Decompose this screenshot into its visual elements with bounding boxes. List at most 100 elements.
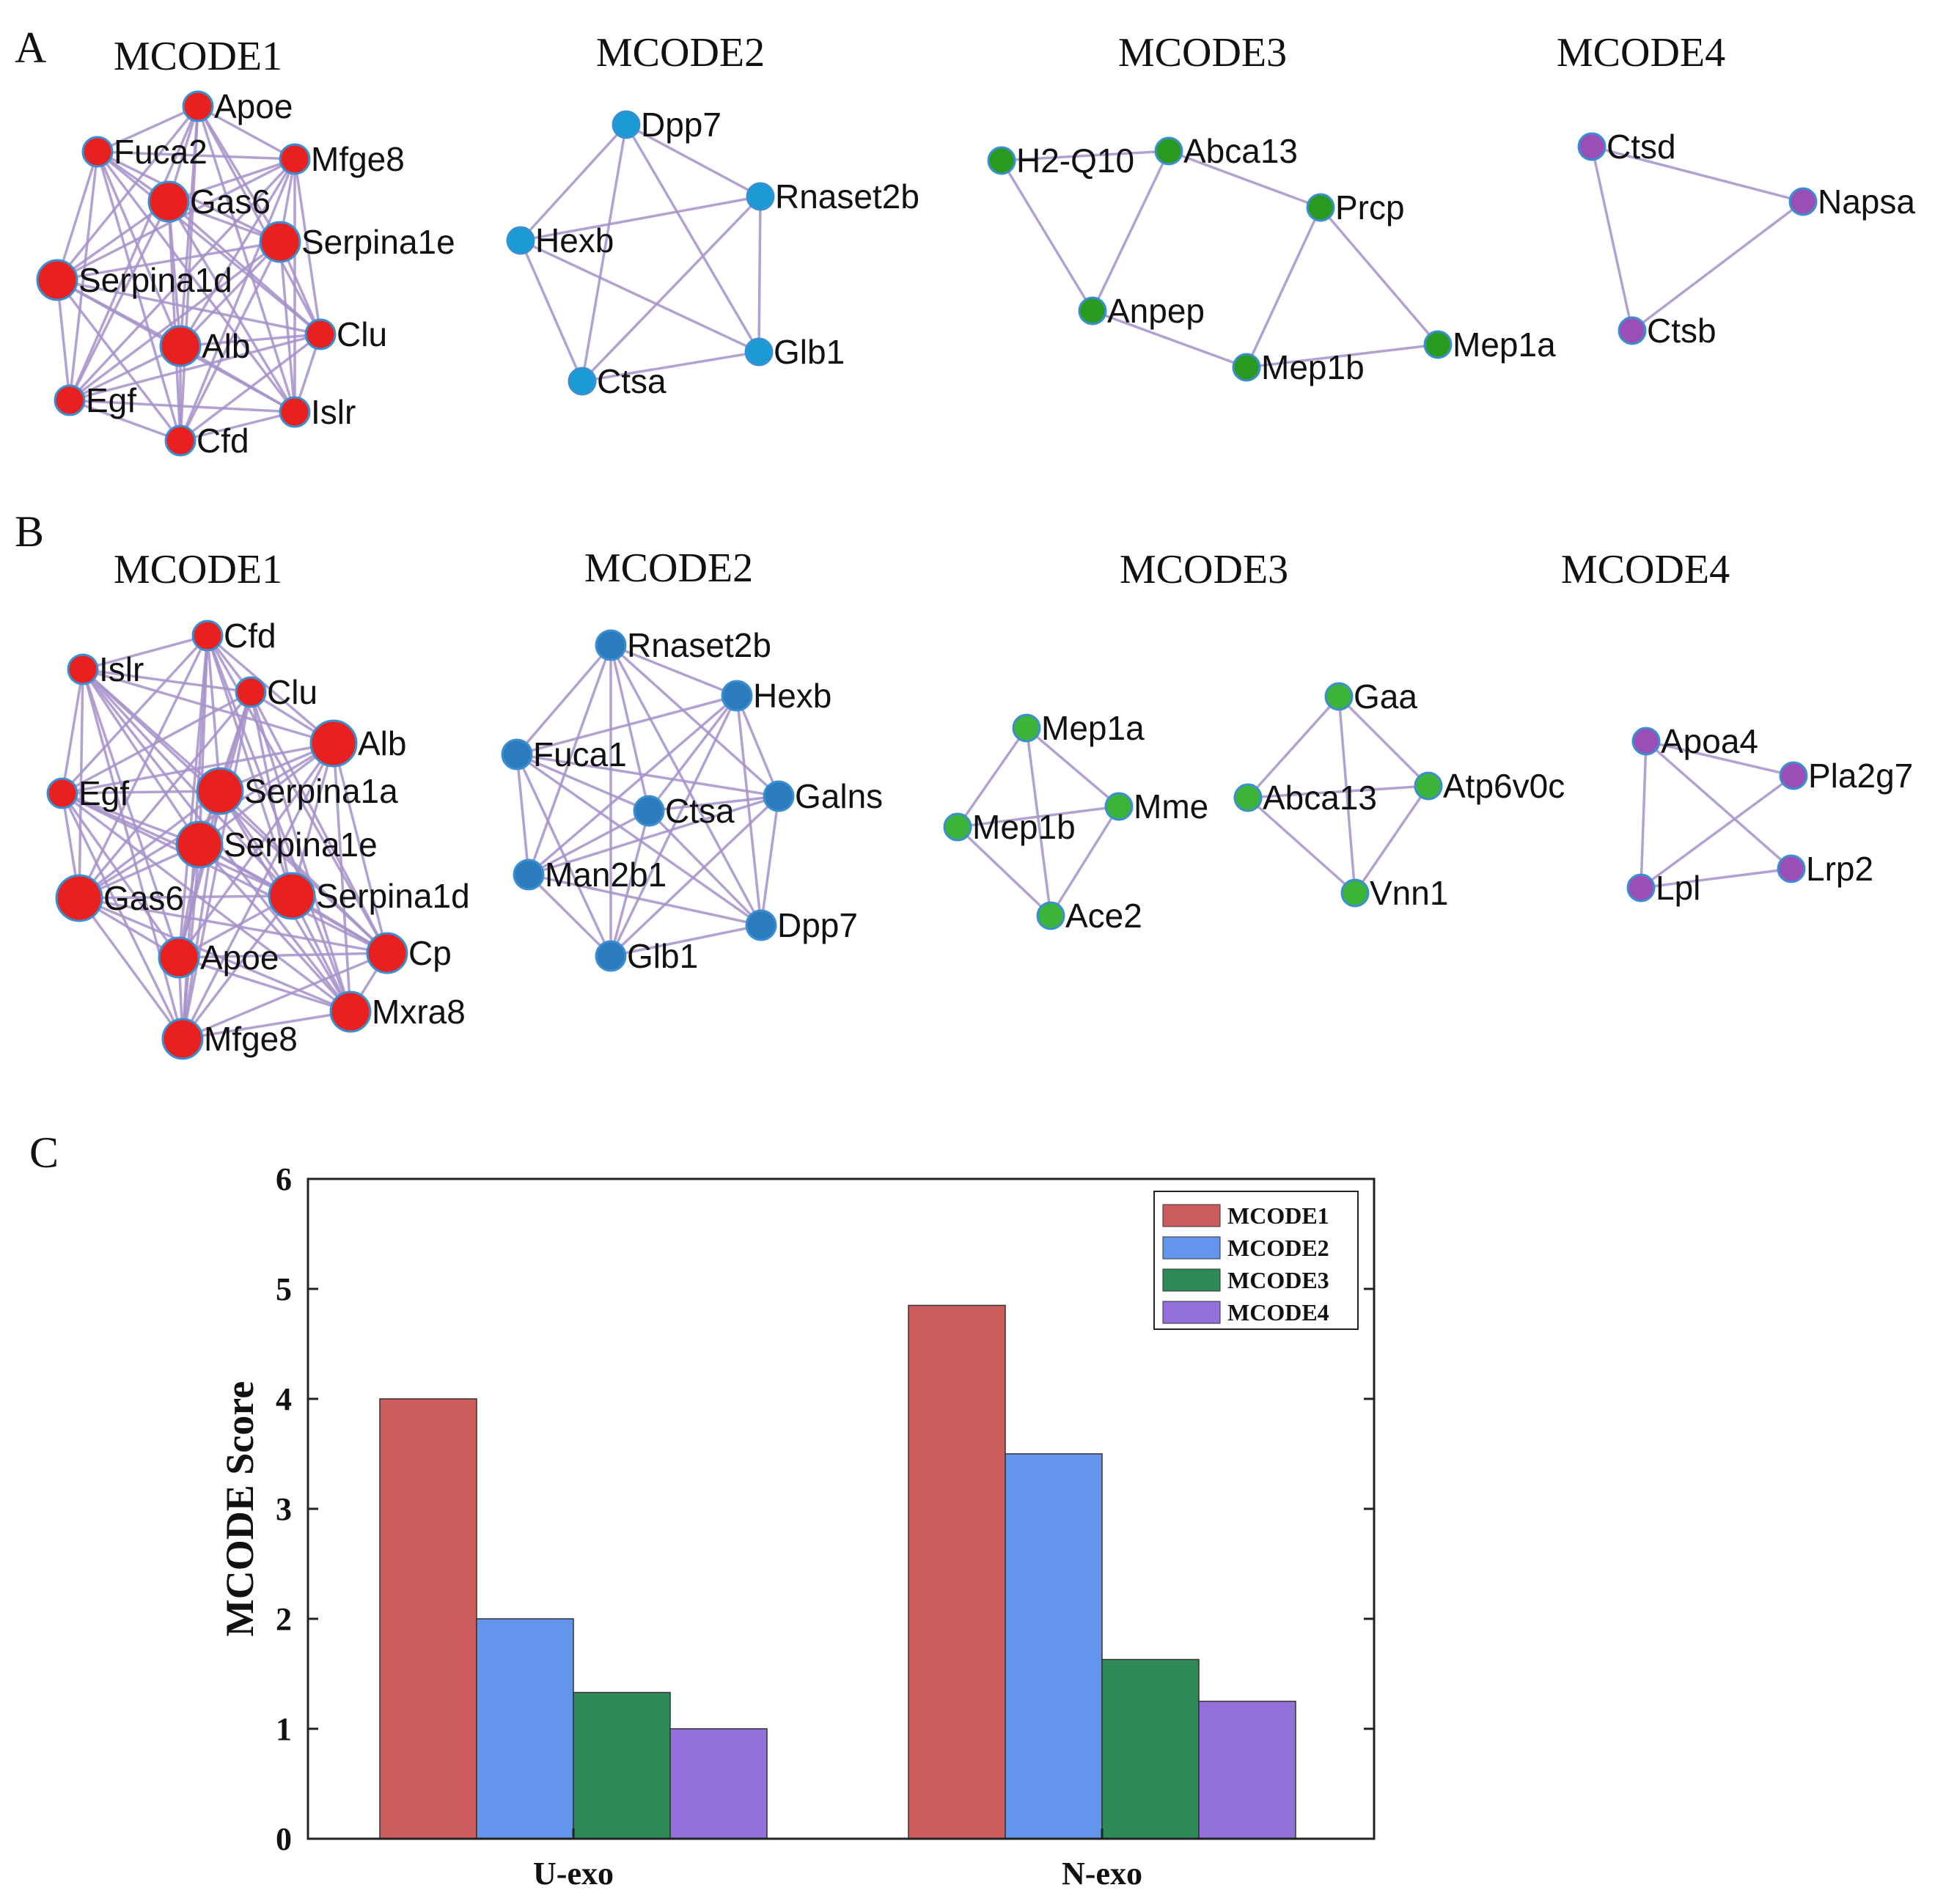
node-label: Abca13 [1263, 779, 1377, 817]
edge-apoe-fuca2 [97, 105, 199, 153]
edge-apoe-mxra8 [178, 956, 351, 1013]
panel-b-cluster-mcode4: MCODE4 Apoa4 Pla2g7 Lpl Lrp2 [1561, 547, 1913, 907]
edge-anpep-mep1b [1092, 309, 1247, 369]
legend-swatch [1162, 1301, 1221, 1324]
node-label: Cp [408, 934, 452, 972]
node-label: Pla2g7 [1808, 757, 1913, 795]
edge-hexb-ctsa [647, 694, 738, 812]
edge-mfge8-gas6 [168, 158, 295, 203]
node-circle [161, 1018, 204, 1060]
edge-cfd-gas6 [78, 635, 209, 899]
node-label: Serpina1e [301, 223, 455, 261]
edge-lpl-lrp2 [1640, 867, 1792, 889]
edge-alb-cp [332, 743, 389, 954]
edge-cfd-islr [82, 634, 208, 671]
node-label: Islr [311, 393, 356, 431]
node-circle [987, 146, 1016, 175]
node-lpl: Lpl [1626, 869, 1700, 907]
edge-egf-cfd [69, 399, 181, 442]
edge-gas6-cp [78, 897, 388, 955]
node-atp6v0c: Atp6v0c [1414, 767, 1565, 805]
node-abca13: Abca13 [1154, 132, 1298, 170]
node-circle [279, 143, 311, 175]
edge-clu-mxra8 [249, 691, 352, 1012]
cluster-title: MCODE2 [584, 545, 753, 591]
edge-clu-egf [62, 691, 251, 795]
cluster-title: MCODE4 [1557, 30, 1725, 76]
bar-mcode2-u-exo [476, 1618, 574, 1839]
node-circle [366, 932, 408, 974]
edge-islr-alb [82, 668, 334, 745]
node-label: H2-Q10 [1016, 141, 1134, 180]
edge-clu-gas6 [78, 691, 252, 900]
edge-clu-serpina1d [249, 691, 293, 897]
series-mcode2 [476, 1453, 1103, 1839]
edge-apoa4-pla2g7 [1645, 740, 1794, 777]
node-circle [1306, 193, 1335, 222]
edge-dpp7-glb1 [625, 124, 760, 353]
node-label: Glb1 [774, 333, 845, 371]
x-tick-label-n-exo: N-exo [1062, 1856, 1142, 1892]
edge-ctsa-glb1 [609, 810, 650, 957]
edge-galns-glb1 [609, 795, 780, 957]
y-axis-label: MCODE Score [218, 1381, 262, 1636]
edge-mfge8-clu [293, 158, 322, 335]
node-label: Dpp7 [641, 106, 722, 144]
node-lrp2: Lrp2 [1777, 850, 1873, 888]
edge-fuca2-alb [96, 151, 182, 347]
node-gas6: Gas6 [147, 180, 271, 223]
edge-mme-ace2 [1049, 806, 1120, 916]
edge-alb-clu [180, 333, 321, 348]
panel-a-cluster-mcode4: MCODE4 Ctsd Napsa Ctsb [1557, 30, 1916, 350]
edge-rnaset2b-hexb [610, 644, 738, 697]
edge-ctsa-man2b1 [528, 809, 650, 876]
node-serpina1d: Serpina1d [36, 259, 232, 301]
node-label: Mep1b [1261, 348, 1365, 386]
node-label: Ctsa [665, 792, 735, 830]
legend-entry-mcode1: MCODE1 [1162, 1202, 1329, 1229]
edge-group [1590, 145, 1804, 332]
edge-alb-gas6 [78, 742, 334, 900]
node-circle [1788, 187, 1818, 216]
edge-alb-islr [180, 345, 295, 413]
node-circle [67, 653, 99, 685]
legend-entry-mcode3: MCODE3 [1162, 1267, 1329, 1293]
y-tick-label: 3 [276, 1491, 292, 1527]
edge-man2b1-dpp7 [528, 873, 762, 927]
node-pla2g7: Pla2g7 [1779, 757, 1913, 795]
node-clu: Clu [304, 315, 387, 353]
edge-mep1b-mme [957, 805, 1120, 828]
edge-islr-serpina1d [81, 668, 293, 897]
node-circle [268, 872, 316, 920]
x-tick-label-u-exo: U-exo [533, 1856, 614, 1892]
edge-egf-serpina1e [62, 792, 200, 846]
edge-abca13-atp6v0c [1247, 784, 1429, 799]
edge-cfd-mxra8 [206, 635, 352, 1012]
node-circle [1340, 878, 1370, 908]
edge-dpp7-glb1 [610, 924, 762, 957]
node-dpp7: Dpp7 [612, 106, 722, 144]
node-label: Serpina1d [316, 877, 470, 915]
node-label: Alb [202, 327, 250, 365]
edge-dpp7-hexb [519, 123, 628, 242]
bar-mcode2-n-exo [1005, 1453, 1103, 1839]
edge-galns-dpp7 [760, 795, 780, 926]
node-label: Fuca2 [114, 133, 208, 171]
node-label: Hexb [753, 677, 831, 715]
series-mcode3 [573, 1658, 1200, 1839]
y-tick-label: 2 [276, 1601, 292, 1637]
node-ctsa: Ctsa [633, 792, 735, 830]
edge-hexb-glb1 [520, 239, 760, 353]
node-label: Vnn1 [1370, 874, 1448, 912]
node-label: Apoa4 [1661, 722, 1758, 760]
node-label: Ctsd [1607, 128, 1676, 166]
edge-hexb-galns [735, 695, 780, 797]
node-circle [1631, 727, 1661, 756]
node-circle [1232, 353, 1261, 382]
edge-galns-man2b1 [528, 795, 779, 876]
edge-alb-mxra8 [332, 743, 352, 1012]
node-glb1: Glb1 [744, 333, 845, 371]
edge-rnaset2b-dpp7 [609, 644, 763, 926]
edge-alb-serpina1e [198, 742, 335, 846]
bar-mcode1-u-exo [379, 1398, 477, 1839]
